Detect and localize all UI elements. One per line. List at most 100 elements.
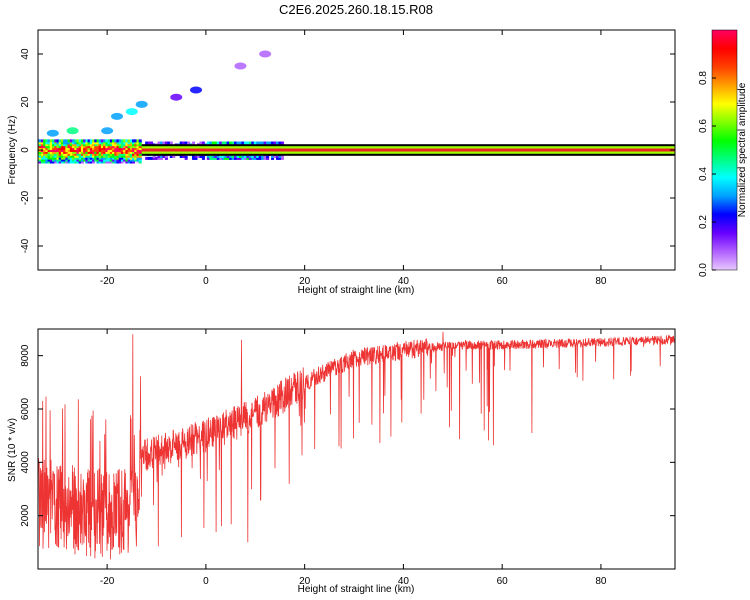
spectrogram-cell: [116, 145, 120, 149]
spectrogram-cell: [98, 145, 102, 149]
spectrogram-cell: [155, 156, 159, 160]
spectrogram-cell: [118, 141, 122, 145]
spectrogram-cell: [112, 160, 116, 164]
spectrogram-cell: [69, 148, 73, 152]
spectrogram-cell: [56, 156, 60, 160]
spectrogram-cell: [248, 156, 252, 160]
spectrogram-cell: [80, 158, 84, 162]
spectrogram-cell: [78, 156, 82, 160]
spectrogram-ytick-label: -40: [20, 238, 31, 253]
spectrogram-cell: [89, 143, 93, 147]
snr-xtick-label: 20: [299, 576, 311, 587]
spectrogram-cell: [226, 154, 230, 158]
spectrogram-cell: [196, 154, 200, 158]
spectrogram-cell: [83, 139, 87, 143]
spectrogram-cell: [85, 154, 89, 158]
colorbar: 0.0 0.2 0.4 0.6 0.8 Normalized spectral ampl…: [698, 29, 748, 277]
spectrogram-cell: [87, 150, 91, 154]
spectrogram-cell: [107, 158, 111, 162]
spectrogram-cell: [67, 141, 71, 145]
spectrogram-cell: [261, 141, 265, 145]
spectrogram-cell: [112, 147, 116, 151]
spectrogram-cluster: [125, 108, 138, 116]
spectrogram-cell: [80, 156, 84, 160]
spectrogram-cell: [120, 143, 124, 147]
spectrogram-cell: [83, 150, 87, 154]
spectrogram-cell: [129, 145, 133, 149]
spectrogram-cell: [58, 148, 62, 152]
spectrogram-cell: [241, 141, 245, 145]
spectrogram-cell: [80, 145, 84, 149]
spectrogram-cell: [58, 145, 62, 149]
spectrogram-cell: [67, 147, 71, 151]
spectrogram-cell: [92, 141, 96, 145]
spectrogram-cell: [67, 160, 71, 164]
spectrogram-cell: [103, 156, 107, 160]
spectrogram-cell: [38, 154, 42, 158]
spectrogram-cell: [94, 156, 98, 160]
spectrogram-cell: [94, 139, 98, 143]
spectrogram-cell: [80, 154, 84, 158]
spectrogram-cell: [52, 154, 56, 158]
spectrogram-cell: [120, 145, 124, 149]
spectrogram-cell: [96, 147, 100, 151]
spectrogram-cell: [199, 141, 203, 145]
spectrogram-cell: [206, 154, 210, 158]
spectrogram-cell: [38, 158, 42, 162]
spectrogram-cell: [224, 141, 228, 145]
spectrogram-cell: [60, 154, 64, 158]
spectrogram-cell: [136, 152, 140, 156]
spectrogram-cell: [136, 154, 140, 158]
spectrogram-cell: [69, 156, 73, 160]
spectrogram-cell: [258, 154, 262, 158]
spectrogram-cell: [38, 150, 42, 154]
spectrogram-cell: [87, 145, 91, 149]
spectrogram-cell: [123, 152, 127, 156]
spectrogram-cell: [201, 141, 205, 145]
spectrogram-cell: [43, 145, 47, 149]
spectrogram-cell: [120, 160, 124, 164]
spectrogram-cell: [125, 154, 129, 158]
spectrogram-cell: [40, 147, 44, 151]
spectrogram-cell: [69, 139, 73, 143]
spectrogram-cell: [67, 148, 71, 152]
spectrogram-cell: [246, 156, 250, 160]
spectrogram-cell: [67, 145, 71, 149]
spectrogram-marks: [38, 50, 675, 164]
spectrogram-cell: [243, 141, 247, 145]
spectrogram-cell: [85, 148, 89, 152]
spectrogram-cell: [179, 141, 183, 145]
spectrogram-cell: [123, 145, 127, 149]
spectrogram-cell: [54, 147, 58, 151]
spectrogram-cell: [275, 154, 279, 158]
spectrogram-cell: [138, 145, 142, 149]
spectrogram-cell: [40, 152, 44, 156]
spectrogram-cell: [89, 148, 93, 152]
spectrogram-cell: [136, 156, 140, 160]
spectrogram-cell: [96, 145, 100, 149]
spectrogram-cell: [49, 139, 53, 143]
spectrogram-cell: [138, 143, 142, 147]
spectrogram-cell: [103, 147, 107, 151]
spectrogram-cell: [43, 156, 47, 160]
spectrogram-cluster: [259, 50, 272, 58]
snr-panel: -20 0 20 40 60 80 2000 4000 6000 8000 Height of s…: [7, 328, 676, 595]
spectrogram-cell: [87, 160, 91, 164]
spectrogram-cell: [118, 139, 122, 143]
spectrogram-cell: [114, 150, 118, 154]
spectrogram-cell: [103, 145, 107, 149]
spectrogram-cell: [43, 147, 47, 151]
spectrogram-cell: [129, 147, 133, 151]
spectrogram-cell: [125, 152, 129, 156]
spectrogram-cell: [47, 150, 51, 154]
spectrogram-cell: [256, 156, 260, 160]
spectrogram-cell: [85, 145, 89, 149]
colorbar-tick-label: 0.6: [698, 119, 709, 133]
spectrogram-cell: [127, 145, 131, 149]
spectrogram-cell: [47, 145, 51, 149]
spectrogram-cell: [278, 156, 282, 160]
spectrogram-cell: [38, 156, 42, 160]
spectrogram-cell: [92, 158, 96, 162]
spectrogram-cell: [74, 143, 78, 147]
